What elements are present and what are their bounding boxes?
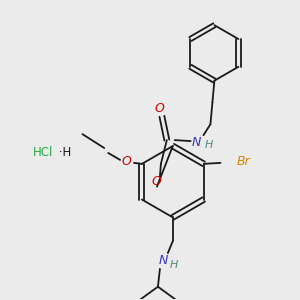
Text: H: H [204, 140, 213, 150]
Text: O: O [152, 175, 162, 188]
Text: HCl: HCl [33, 146, 53, 160]
Text: O: O [155, 102, 165, 115]
Text: O: O [121, 155, 131, 168]
Text: N: N [192, 136, 201, 148]
Text: H: H [169, 260, 178, 270]
Text: N: N [158, 254, 168, 268]
Text: Br: Br [236, 155, 250, 168]
Text: ·H: ·H [55, 146, 71, 160]
